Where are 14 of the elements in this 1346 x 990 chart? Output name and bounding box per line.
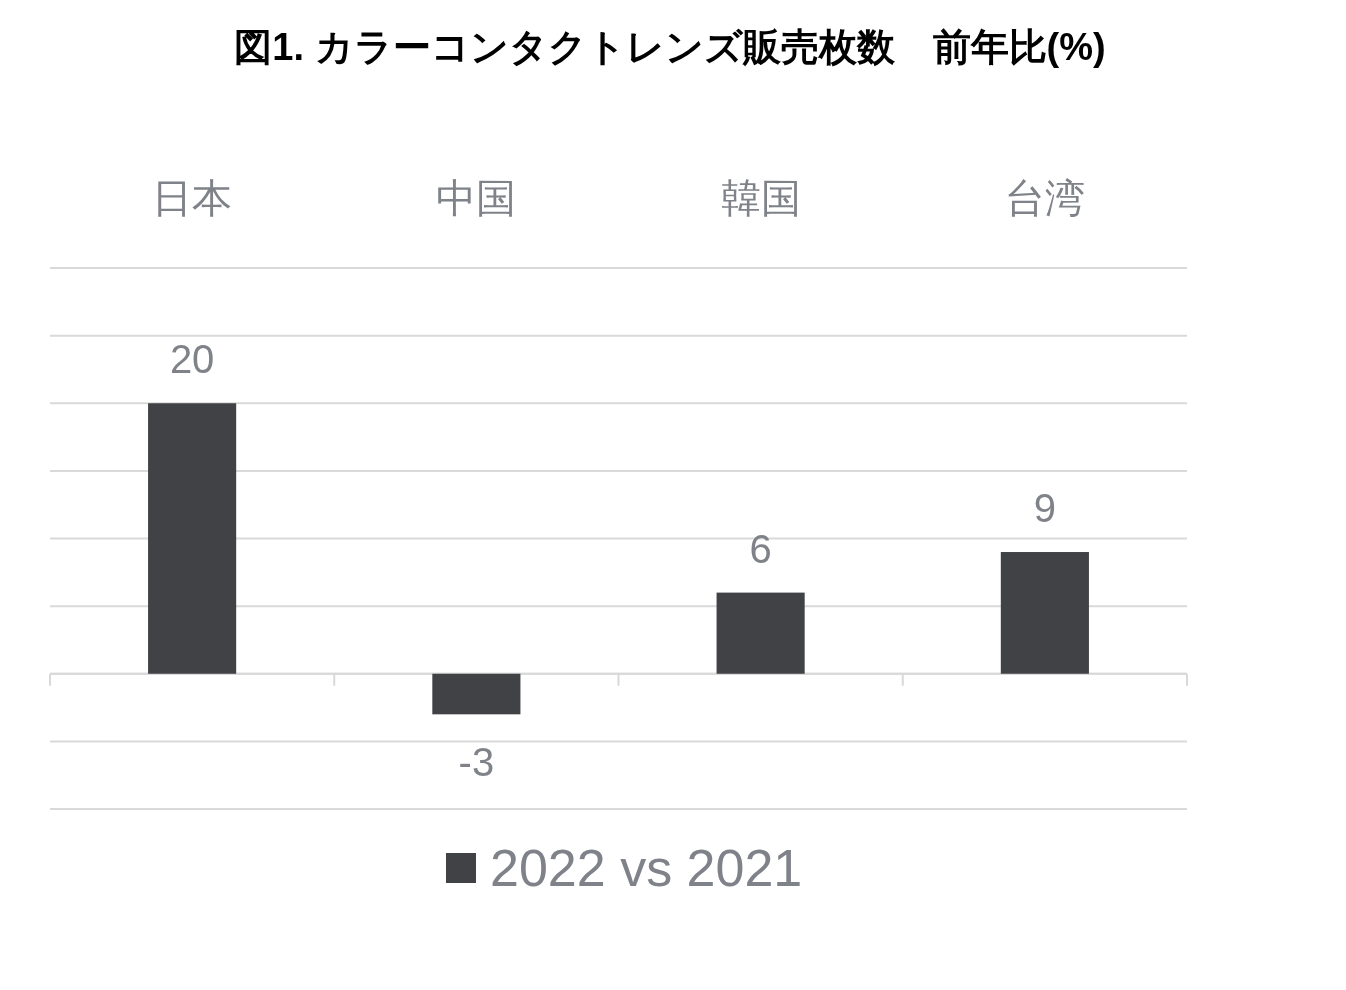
data-label: -3 (458, 740, 495, 785)
data-label: 9 (1033, 486, 1056, 531)
x-tick-label: 韓国 (720, 176, 801, 220)
bar (148, 403, 237, 674)
bar (716, 592, 805, 674)
bar (1000, 552, 1089, 674)
chart-title: 図1. カラーコンタクトレンズ販売枚数 前年比(%) (234, 26, 1106, 68)
data-label: 20 (169, 337, 215, 382)
bar (432, 673, 521, 715)
data-label: 6 (749, 526, 772, 571)
legend-label: 2022 vs 2021 (490, 839, 803, 897)
x-tick-label: 中国 (436, 176, 517, 220)
x-tick-label: 日本 (152, 176, 233, 220)
x-tick-label: 台湾 (1004, 176, 1085, 220)
